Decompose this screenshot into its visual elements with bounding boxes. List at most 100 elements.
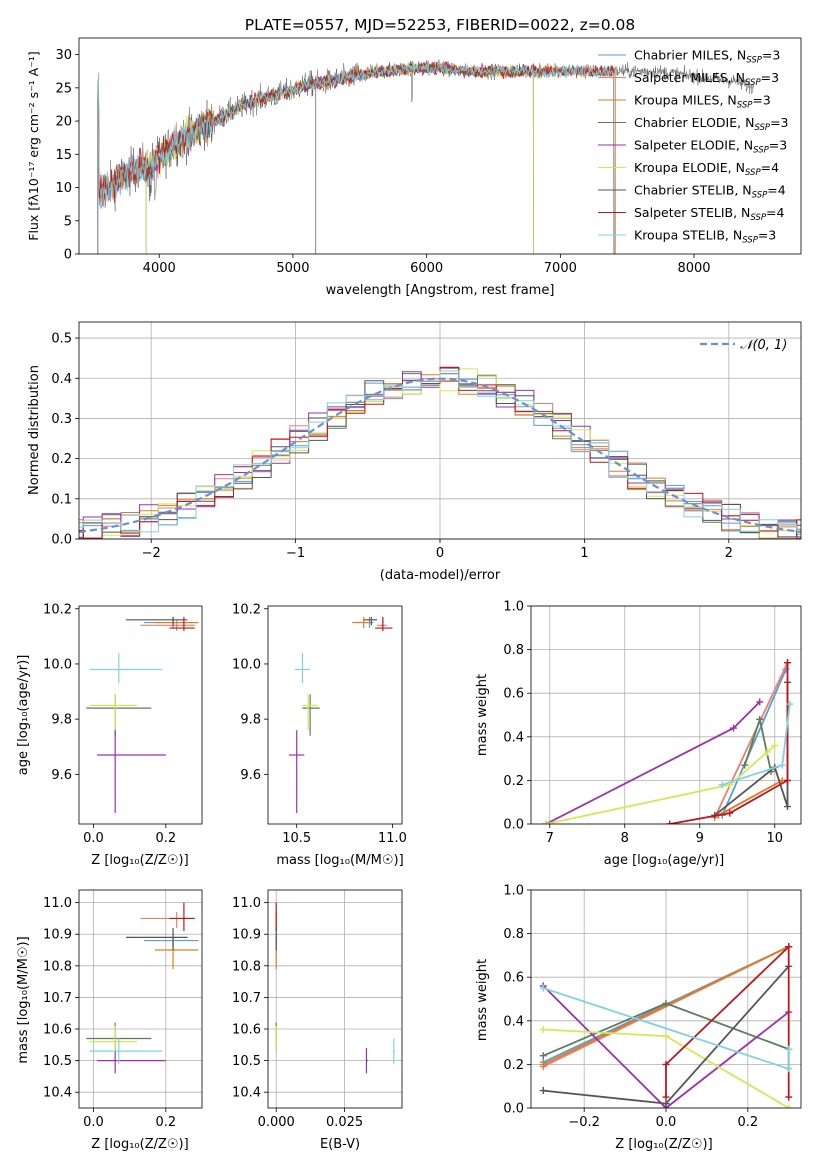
massweight-age-marker bbox=[756, 715, 764, 723]
mass-vs-EBV-ytick-label: 10.5 bbox=[232, 1054, 261, 1069]
massweight-vs-age-xlabel: age [log₁₀(age/yr)] bbox=[604, 853, 725, 868]
mass-vs-Z-ytick-label: 10.9 bbox=[43, 928, 72, 943]
spectrum-xtick-label: 8000 bbox=[677, 261, 710, 276]
mass-vs-Z-plot-area bbox=[86, 902, 199, 1074]
residuals-ytick-label: 0.4 bbox=[51, 372, 72, 387]
massweight-Z-marker bbox=[785, 1065, 793, 1073]
spectrum-xlabel: wavelength [Angstrom, rest frame] bbox=[326, 283, 555, 298]
massweight-vs-age-ytick-label: 0.8 bbox=[503, 643, 524, 658]
massweight-Z-marker bbox=[785, 1045, 793, 1053]
mass-vs-EBV-ytick-label: 10.8 bbox=[232, 959, 261, 974]
massweight-age-line bbox=[718, 779, 783, 817]
mass-vs-Z-xlabel: Z [log₁₀(Z/Z☉)] bbox=[91, 1137, 188, 1152]
massweight-Z-marker bbox=[539, 1087, 547, 1095]
massweight-age-marker bbox=[786, 700, 794, 708]
mass-vs-EBV-xtick-label: 0.000 bbox=[258, 1115, 295, 1130]
massweight-Z-marker bbox=[785, 1104, 793, 1108]
spectrum-ytick-label: 25 bbox=[55, 81, 72, 96]
mass-vs-EBV-ytick-label: 10.7 bbox=[232, 991, 261, 1006]
massweight-vs-Z-xtick-label: 0.0 bbox=[656, 1115, 677, 1130]
massweight-Z-marker bbox=[785, 943, 793, 951]
massweight-age-line bbox=[722, 703, 791, 786]
mass-vs-Z-ytick-label: 10.5 bbox=[43, 1054, 72, 1069]
age-vs-mass-ytick-label: 9.6 bbox=[240, 768, 261, 783]
massweight-Z-marker bbox=[539, 1052, 547, 1060]
massweight-vs-age-xtick-label: 10 bbox=[766, 831, 783, 846]
spectrum-xtick-label: 4000 bbox=[143, 261, 176, 276]
massweight-Z-line bbox=[665, 944, 790, 1098]
age-vs-Z-ytick-label: 10.0 bbox=[43, 657, 72, 672]
massweight-vs-age-xtick-label: 8 bbox=[621, 831, 629, 846]
massweight-vs-age-xtick-label: 9 bbox=[696, 831, 704, 846]
age-vs-Z-ytick-label: 10.2 bbox=[43, 602, 72, 617]
massweight-vs-Z-xlabel: Z [log₁₀(Z/Z☉)] bbox=[615, 1137, 712, 1152]
massweight-Z-marker bbox=[662, 1100, 670, 1108]
mass-vs-EBV-plot-area bbox=[275, 902, 396, 1074]
age-vs-Z-ylabel: age [log₁₀(age/yr)] bbox=[16, 655, 31, 776]
residuals-legend-label: 𝒩(0, 1) bbox=[740, 338, 787, 353]
age-vs-mass-frame bbox=[267, 605, 403, 825]
residuals-ylabel: Normed distribution bbox=[27, 365, 42, 495]
age-vs-mass-plot-area bbox=[289, 617, 393, 813]
mass-vs-EBV-ytick-label: 10.4 bbox=[232, 1086, 261, 1101]
spectrum-legend-label: Chabrier MILES, NSSP=3 bbox=[634, 48, 780, 66]
massweight-vs-age-frame bbox=[530, 605, 802, 825]
massweight-age-marker bbox=[718, 781, 726, 789]
massweight-vs-Z-ytick-label: 1.0 bbox=[503, 884, 524, 899]
massweight-vs-age-ylabel: mass weight bbox=[475, 674, 490, 756]
massweight-age-line bbox=[713, 662, 789, 818]
massweight-Z-marker bbox=[662, 1093, 670, 1101]
mass-vs-EBV-xtick-label: 0.025 bbox=[326, 1115, 363, 1130]
age-vs-mass-axes: 10.5 11.0 9.6 9.8 10.0 10.2 bbox=[232, 602, 407, 846]
age-vs-Z-frame bbox=[78, 605, 203, 825]
residuals-plot-area bbox=[79, 366, 801, 539]
spectrum-ytick-label: 10 bbox=[55, 181, 72, 196]
spectrum-legend-label: Chabrier STELIB, NSSP=4 bbox=[634, 183, 786, 201]
spectrum-model-line bbox=[145, 61, 534, 254]
massweight-Z-marker bbox=[662, 1060, 670, 1068]
residuals-xtick-label: −1 bbox=[286, 546, 305, 561]
residuals-ytick-label: 0.5 bbox=[51, 332, 72, 347]
massweight-Z-line bbox=[542, 985, 790, 1108]
massweight-age-marker bbox=[771, 742, 779, 750]
massweight-age-line bbox=[721, 668, 787, 816]
spectrum-ytick-label: 20 bbox=[55, 115, 72, 130]
spectrum-legend-label: Salpeter STELIB, NSSP=4 bbox=[634, 205, 784, 223]
massweight-vs-age-ytick-label: 0.4 bbox=[503, 730, 524, 745]
age-vs-mass-xtick-label: 11.0 bbox=[378, 831, 407, 846]
mass-vs-Z-xtick-label: 0.0 bbox=[83, 1115, 104, 1130]
mass-vs-Z-xtick-label: 0.2 bbox=[155, 1115, 176, 1130]
massweight-Z-marker bbox=[662, 1032, 670, 1040]
mass-vs-Z-ytick-label: 10.6 bbox=[43, 1023, 72, 1038]
mass-vs-EBV-ytick-label: 10.6 bbox=[232, 1023, 261, 1038]
massweight-age-marker bbox=[756, 698, 764, 706]
spectrum-ytick-label: 5 bbox=[64, 214, 72, 229]
mass-vs-Z-ytick-label: 10.4 bbox=[43, 1086, 72, 1101]
mass-vs-Z-frame bbox=[78, 889, 203, 1109]
spectrum-model-line bbox=[145, 60, 534, 254]
age-vs-mass-xtick-label: 10.5 bbox=[282, 831, 311, 846]
residuals-xtick-label: 2 bbox=[725, 546, 733, 561]
massweight-vs-age-plot-area bbox=[542, 659, 794, 824]
massweight-vs-Z-ytick-label: 0.8 bbox=[503, 927, 524, 942]
residuals-xtick-label: 0 bbox=[436, 546, 444, 561]
mass-vs-Z-axes: 0.0 0.2 10.4 10.5 10.6 10.7 10.8 10.9 11.0 bbox=[43, 890, 202, 1130]
spectrum-ytick-label: 15 bbox=[55, 148, 72, 163]
massweight-vs-age-ytick-label: 0.2 bbox=[503, 774, 524, 789]
residuals-ytick-label: 0.2 bbox=[51, 452, 72, 467]
massweight-age-marker bbox=[784, 659, 791, 667]
age-vs-mass-ytick-label: 10.2 bbox=[232, 602, 261, 617]
residuals-xtick-label: 1 bbox=[580, 546, 588, 561]
massweight-vs-Z-ylabel: mass weight bbox=[475, 959, 490, 1041]
spectrum-ytick-label: 0 bbox=[64, 248, 72, 263]
massweight-vs-Z-ytick-label: 0.6 bbox=[503, 971, 524, 986]
age-vs-Z-xtick-label: 0.2 bbox=[155, 831, 176, 846]
massweight-vs-age-ytick-label: 1.0 bbox=[503, 600, 524, 615]
age-vs-Z-xtick-label: 0.0 bbox=[83, 831, 104, 846]
spectrum-model-line bbox=[97, 60, 615, 254]
spectrum-legend-label: Salpeter ELODIE, NSSP=3 bbox=[634, 138, 787, 156]
spectrum-xtick-label: 6000 bbox=[410, 261, 443, 276]
residuals-ytick-label: 0.3 bbox=[51, 412, 72, 427]
spectrum-legend-label: Salpeter MILES, NSSP=3 bbox=[634, 70, 779, 88]
massweight-vs-Z-xtick-label: 0.2 bbox=[737, 1115, 758, 1130]
